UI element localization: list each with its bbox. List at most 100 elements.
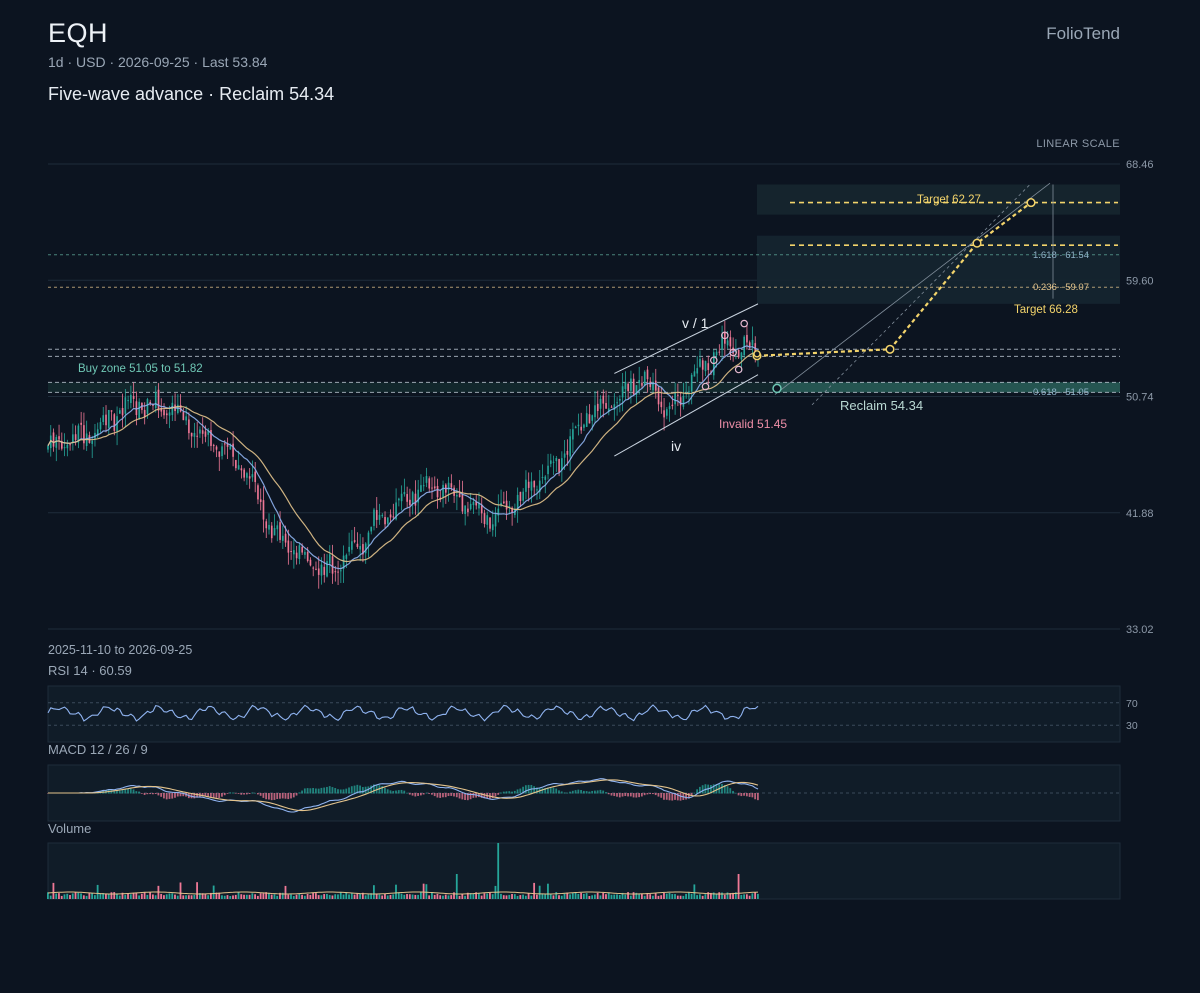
- volume-bar: [519, 895, 522, 899]
- candle-body: [538, 480, 541, 492]
- candle-body: [185, 416, 187, 421]
- candle-body: [237, 465, 240, 470]
- volume-bar: [165, 894, 168, 899]
- macd-histogram-bar: [209, 793, 212, 798]
- candle-body: [353, 540, 356, 542]
- candle-body: [555, 458, 558, 462]
- volume-bar: [248, 894, 251, 899]
- macd-histogram-bar: [627, 793, 629, 797]
- volume-bar: [190, 895, 193, 899]
- volume-bar: [530, 895, 533, 899]
- candle-body: [80, 422, 82, 425]
- scale-toggle[interactable]: LINEAR SCALE: [1036, 138, 1120, 150]
- rsi-label: RSI 14 · 60.59: [48, 663, 132, 678]
- candle-body: [287, 540, 290, 553]
- volume-bar: [292, 895, 295, 899]
- candle-body: [552, 461, 555, 463]
- candle-body: [251, 474, 254, 478]
- candle-body: [193, 433, 196, 437]
- macd-histogram-bar: [737, 793, 740, 796]
- volume-bar: [745, 894, 748, 899]
- macd-histogram-bar: [428, 793, 431, 794]
- candle-body: [72, 434, 74, 443]
- macd-histogram-bar: [679, 793, 682, 801]
- volume-bar: [602, 892, 605, 899]
- macd-histogram-bar: [193, 793, 196, 799]
- macd-histogram-bar: [580, 790, 582, 794]
- candle-body: [386, 517, 389, 524]
- candle-body: [177, 404, 179, 413]
- macd-histogram-bar: [715, 784, 718, 794]
- y-tick-label: 59.60: [1126, 275, 1154, 287]
- volume-bar: [453, 892, 455, 899]
- volume-bar: [234, 894, 237, 899]
- candle-body: [701, 360, 704, 370]
- candle-body: [52, 432, 55, 447]
- candle-body: [312, 567, 315, 569]
- macd-histogram-bar: [685, 793, 687, 800]
- macd-panel: [47, 764, 1121, 822]
- volume-bar: [135, 892, 138, 899]
- volume-bar: [198, 893, 201, 899]
- volume-bar: [444, 894, 447, 899]
- volume-bar: [607, 892, 610, 899]
- volume-bar: [339, 892, 342, 899]
- macd-histogram-bar: [524, 785, 527, 794]
- macd-histogram-bar: [516, 789, 519, 794]
- macd-histogram-bar: [226, 793, 229, 794]
- candle-body: [671, 404, 674, 407]
- macd-histogram-bar: [132, 789, 135, 794]
- y-tick-label: 50.74: [1126, 392, 1154, 404]
- volume-bar: [544, 894, 547, 899]
- macd-histogram-bar: [757, 793, 759, 801]
- candle-body: [654, 380, 657, 391]
- volume-bar: [163, 895, 165, 899]
- volume-bar: [486, 893, 489, 899]
- volume-bar: [245, 894, 248, 899]
- candle-body: [243, 469, 245, 478]
- volume-bar: [226, 895, 229, 899]
- volume-bar: [370, 893, 373, 899]
- candle-body: [525, 479, 527, 492]
- volume-bar: [652, 895, 654, 899]
- volume-bar: [439, 895, 442, 899]
- candle-body: [293, 550, 295, 555]
- candle-body: [549, 460, 552, 464]
- macd-histogram-bar: [535, 787, 538, 794]
- candle-body: [599, 398, 602, 409]
- macd-histogram-bar: [698, 786, 701, 794]
- volume-bar: [433, 894, 436, 899]
- macd-histogram-bar: [262, 793, 265, 798]
- macd-histogram-bar: [450, 793, 453, 796]
- volume-bar: [422, 883, 425, 899]
- candle-body: [660, 401, 663, 408]
- candle-body: [47, 445, 49, 450]
- volume-bar: [447, 895, 450, 899]
- volume-bar: [395, 884, 397, 899]
- volume-bar: [585, 893, 588, 899]
- candle-body: [99, 422, 102, 430]
- candle-body: [679, 397, 682, 406]
- candle-body: [229, 445, 232, 450]
- candle-body: [458, 493, 461, 498]
- macd-histogram-bar: [359, 785, 361, 794]
- candle-body: [403, 491, 406, 495]
- candle-body: [519, 491, 522, 501]
- candle-body: [171, 402, 174, 415]
- candle-body: [693, 371, 696, 377]
- macd-histogram-bar: [389, 790, 392, 794]
- candle-body: [572, 429, 574, 440]
- candle-body: [605, 403, 607, 409]
- macd-histogram-bar: [248, 793, 251, 794]
- candle-body: [472, 501, 475, 506]
- volume-bar: [743, 894, 745, 899]
- macd-histogram-bar: [419, 793, 422, 796]
- candle-body: [345, 554, 348, 559]
- y-tick-label: 41.88: [1126, 508, 1154, 520]
- macd-histogram-bar: [301, 790, 303, 794]
- macd-histogram-bar: [646, 793, 649, 795]
- macd-histogram-bar: [574, 790, 577, 794]
- candle-body: [168, 412, 171, 416]
- candle-body: [348, 546, 350, 552]
